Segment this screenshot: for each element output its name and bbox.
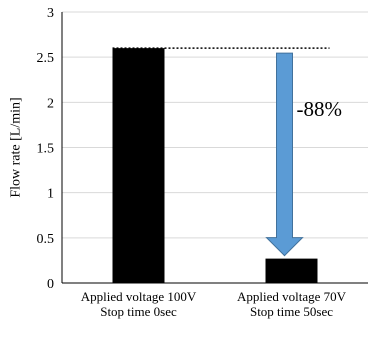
y-tick-label: 2 xyxy=(47,96,54,111)
category-label: Applied voltage 100V xyxy=(81,289,197,304)
reduction-arrow xyxy=(265,52,304,257)
reduction-annotation: -88% xyxy=(297,97,343,121)
y-axis-label: Flow rate [L/min] xyxy=(9,97,24,197)
grid-lines xyxy=(62,11,368,239)
y-tick-label: 0 xyxy=(47,277,54,292)
bar xyxy=(112,48,165,284)
y-tick-labels: 0 0.5 1 1.5 2 2.5 3 xyxy=(37,6,55,292)
y-tick-label: 1 xyxy=(47,187,54,202)
y-tick-label: 0.5 xyxy=(37,232,55,247)
bar xyxy=(265,258,318,283)
category-label: Stop time 50sec xyxy=(250,304,333,319)
category-label: Applied voltage 70V xyxy=(237,289,347,304)
category-label: Stop time 0sec xyxy=(100,304,177,319)
bars xyxy=(112,48,318,284)
y-tick-label: 1.5 xyxy=(37,142,55,157)
y-tick-label: 3 xyxy=(47,6,54,21)
reduction-arrow-group xyxy=(265,52,304,257)
y-tick-label: 2.5 xyxy=(37,51,55,66)
